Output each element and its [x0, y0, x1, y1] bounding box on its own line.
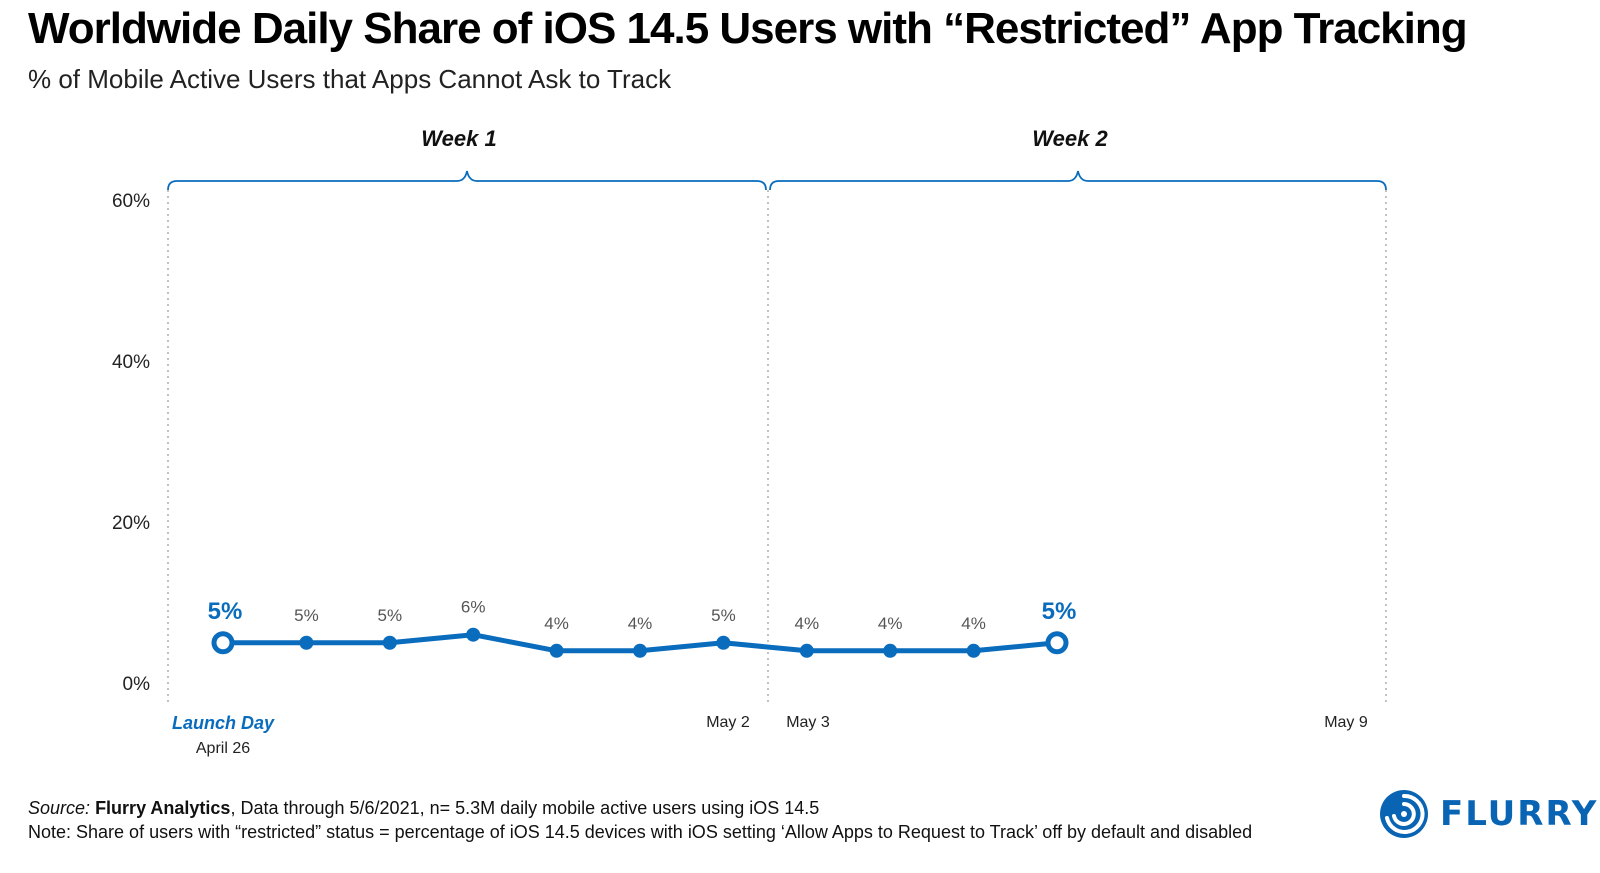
data-point-5 — [549, 643, 564, 658]
data-label-4: 6% — [461, 598, 486, 617]
week-2-label: Week 2 — [1032, 126, 1108, 151]
data-point-8 — [799, 643, 814, 658]
data-point-11 — [1045, 631, 1069, 655]
line-chart: 0% 20% 40% 60% Launch Day April 26 May 2 May 3 M… — [112, 126, 1387, 757]
y-tick-label: 0% — [123, 674, 151, 695]
data-label-1: 5% — [208, 598, 243, 625]
data-point-3 — [382, 635, 397, 650]
source-line: Source: Flurry Analytics, Data through 5… — [28, 798, 819, 819]
note-line: Note: Share of users with “restricted” s… — [28, 822, 1253, 842]
y-tick-label: 60% — [112, 191, 150, 212]
x-tick-label-may-2: May 2 — [706, 714, 750, 731]
flurry-logo: FLURRY — [1378, 788, 1596, 840]
data-point-1 — [211, 631, 235, 655]
data-point-4 — [466, 627, 481, 642]
week-1-label: Week 1 — [421, 126, 496, 151]
data-label-2: 5% — [294, 606, 319, 625]
week-2-bracket — [769, 170, 1387, 191]
data-label-7: 5% — [711, 606, 736, 625]
y-tick-label: 40% — [112, 352, 150, 373]
y-tick-label: 20% — [112, 513, 150, 534]
data-label-8: 4% — [795, 614, 820, 633]
x-tick-label-april-26: April 26 — [196, 740, 250, 757]
launch-day-label: Launch Day — [172, 713, 275, 733]
data-label-5: 4% — [544, 614, 569, 633]
flurry-swirl-icon — [1380, 790, 1428, 838]
chart-title: Worldwide Daily Share of iOS 14.5 Users … — [28, 4, 1468, 53]
data-point-2 — [299, 635, 314, 650]
data-label-9: 4% — [878, 614, 903, 633]
source-prefix: Source: — [28, 798, 91, 818]
source-details: , Data through 5/6/2021, n= 5.3M daily m… — [230, 798, 820, 818]
week-1-bracket — [167, 170, 767, 191]
x-tick-label-may-9: May 9 — [1324, 714, 1368, 731]
data-label-11: 5% — [1042, 598, 1077, 625]
data-label-6: 4% — [628, 614, 653, 633]
x-tick-label-may-3: May 3 — [786, 714, 830, 731]
data-point-9 — [883, 643, 898, 658]
data-point-6 — [633, 643, 647, 658]
data-point-10 — [966, 643, 981, 658]
chart-subtitle: % of Mobile Active Users that Apps Canno… — [28, 64, 672, 94]
flurry-logo-text: FLURRY — [1440, 794, 1599, 834]
data-label-10: 4% — [961, 614, 986, 633]
data-point-7 — [716, 635, 731, 650]
data-label-3: 5% — [378, 606, 403, 625]
source-name: Flurry Analytics — [95, 798, 231, 818]
